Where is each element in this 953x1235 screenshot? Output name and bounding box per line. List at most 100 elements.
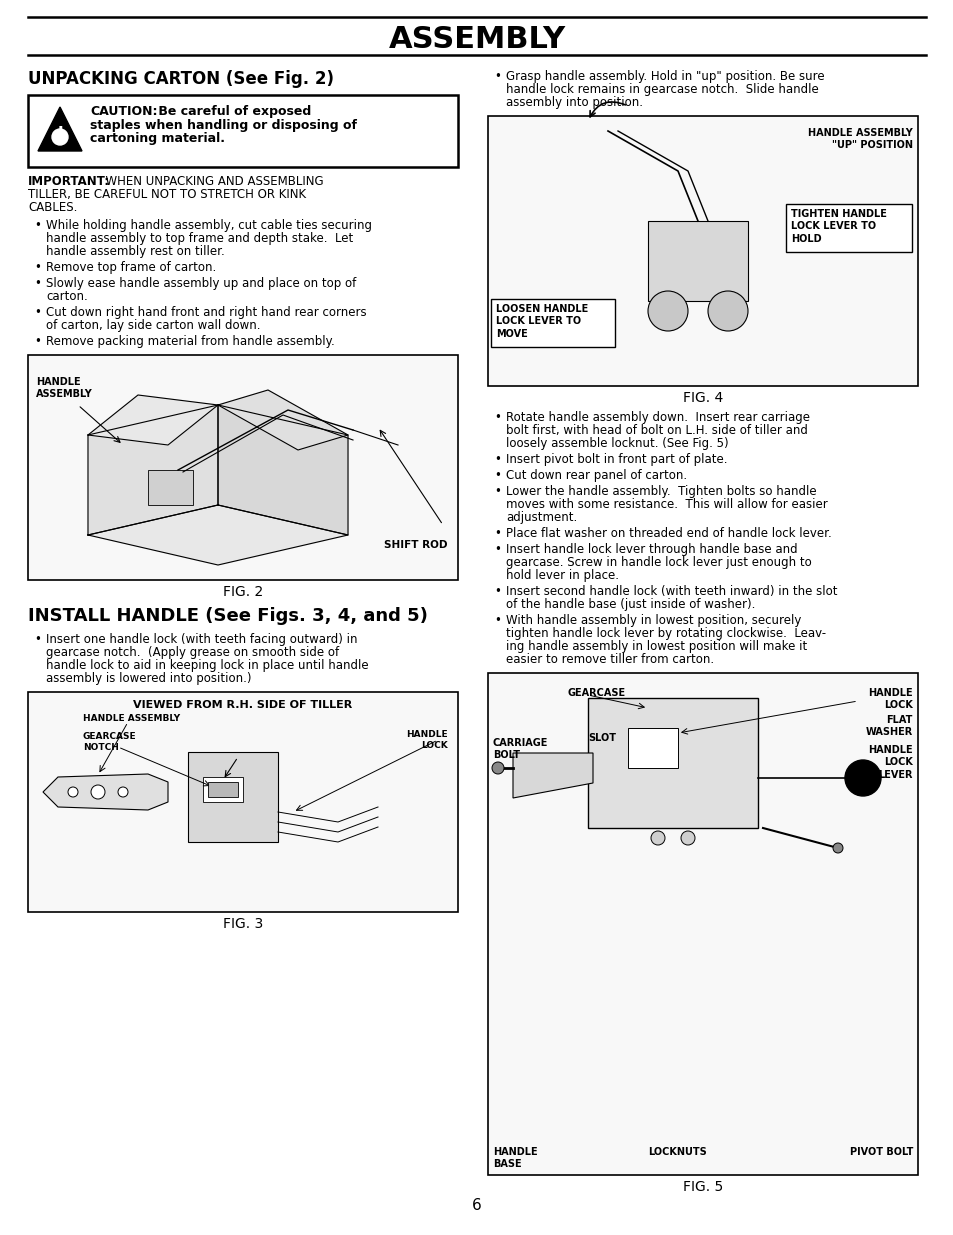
Text: •: • — [34, 261, 41, 274]
Text: Slowly ease handle assembly up and place on top of: Slowly ease handle assembly up and place… — [46, 277, 355, 290]
Text: •: • — [494, 485, 500, 498]
Polygon shape — [88, 395, 218, 445]
Polygon shape — [218, 405, 348, 535]
Circle shape — [118, 787, 128, 797]
Text: LOCKNUTS: LOCKNUTS — [647, 1147, 706, 1157]
Text: carton.: carton. — [46, 290, 88, 303]
Text: Insert second handle lock (with teeth inward) in the slot: Insert second handle lock (with teeth in… — [505, 585, 837, 598]
Text: INSTALL HANDLE (See Figs. 3, 4, and 5): INSTALL HANDLE (See Figs. 3, 4, and 5) — [28, 606, 428, 625]
Text: SLOT: SLOT — [587, 734, 616, 743]
Text: Remove top frame of carton.: Remove top frame of carton. — [46, 261, 216, 274]
Text: of the handle base (just inside of washer).: of the handle base (just inside of washe… — [505, 598, 755, 611]
FancyBboxPatch shape — [148, 471, 193, 505]
Text: HANDLE ASSEMBLY
"UP" POSITION: HANDLE ASSEMBLY "UP" POSITION — [807, 128, 912, 151]
Text: loosely assemble locknut. (See Fig. 5): loosely assemble locknut. (See Fig. 5) — [505, 437, 728, 450]
Circle shape — [680, 831, 695, 845]
Text: TILLER, BE CAREFUL NOT TO STRETCH OR KINK: TILLER, BE CAREFUL NOT TO STRETCH OR KIN… — [28, 188, 306, 201]
Text: •: • — [494, 469, 500, 482]
Text: tighten handle lock lever by rotating clockwise.  Leav-: tighten handle lock lever by rotating cl… — [505, 627, 825, 640]
Text: ing handle assembly in lowest position will make it: ing handle assembly in lowest position w… — [505, 640, 806, 653]
Text: Remove packing material from handle assembly.: Remove packing material from handle asse… — [46, 335, 335, 348]
Text: ASSEMBLY: ASSEMBLY — [388, 25, 565, 54]
Text: FIG. 2: FIG. 2 — [223, 585, 263, 599]
Text: FIG. 3: FIG. 3 — [223, 918, 263, 931]
Text: GEARCASE: GEARCASE — [567, 688, 625, 698]
Text: Insert one handle lock (with teeth facing outward) in: Insert one handle lock (with teeth facin… — [46, 634, 357, 646]
Text: Grasp handle assembly. Hold in "up" position. Be sure: Grasp handle assembly. Hold in "up" posi… — [505, 70, 823, 83]
FancyBboxPatch shape — [28, 692, 457, 911]
Polygon shape — [513, 753, 593, 798]
Text: IMPORTANT:: IMPORTANT: — [28, 175, 110, 188]
FancyBboxPatch shape — [488, 116, 917, 387]
Circle shape — [707, 291, 747, 331]
Text: •: • — [494, 411, 500, 424]
Text: gearcase. Screw in handle lock lever just enough to: gearcase. Screw in handle lock lever jus… — [505, 556, 811, 569]
Text: handle lock remains in gearcase notch.  Slide handle: handle lock remains in gearcase notch. S… — [505, 83, 818, 96]
Text: handle lock to aid in keeping lock in place until handle: handle lock to aid in keeping lock in pl… — [46, 659, 368, 672]
Text: moves with some resistance.  This will allow for easier: moves with some resistance. This will al… — [505, 498, 827, 511]
Text: CARRIAGE
BOLT: CARRIAGE BOLT — [493, 739, 548, 761]
Text: FIG. 5: FIG. 5 — [682, 1179, 722, 1194]
Circle shape — [492, 762, 503, 774]
Text: HANDLE ASSEMBLY: HANDLE ASSEMBLY — [83, 714, 180, 722]
FancyBboxPatch shape — [488, 673, 917, 1174]
Polygon shape — [188, 752, 277, 842]
FancyBboxPatch shape — [587, 698, 758, 827]
Text: 6: 6 — [472, 1198, 481, 1213]
Text: •: • — [34, 335, 41, 348]
Text: Be careful of exposed: Be careful of exposed — [153, 105, 311, 119]
Text: gearcase notch.  (Apply grease on smooth side of: gearcase notch. (Apply grease on smooth … — [46, 646, 338, 659]
Text: adjustment.: adjustment. — [505, 511, 577, 524]
FancyBboxPatch shape — [28, 95, 457, 167]
Text: UNPACKING CARTON (See Fig. 2): UNPACKING CARTON (See Fig. 2) — [28, 70, 334, 88]
Polygon shape — [43, 774, 168, 810]
Text: HANDLE
ASSEMBLY: HANDLE ASSEMBLY — [36, 377, 92, 399]
Text: CAUTION:: CAUTION: — [90, 105, 157, 119]
Text: Cut down right hand front and right hand rear corners: Cut down right hand front and right hand… — [46, 306, 366, 319]
Text: While holding handle assembly, cut cable ties securing: While holding handle assembly, cut cable… — [46, 219, 372, 232]
Text: •: • — [34, 219, 41, 232]
Text: •: • — [494, 70, 500, 83]
Text: SHIFT ROD: SHIFT ROD — [384, 540, 448, 550]
Text: Insert handle lock lever through handle base and: Insert handle lock lever through handle … — [505, 543, 797, 556]
FancyBboxPatch shape — [208, 782, 237, 797]
Text: FIG. 4: FIG. 4 — [682, 391, 722, 405]
Text: CABLES.: CABLES. — [28, 201, 77, 214]
Text: TIGHTEN HANDLE
LOCK LEVER TO
HOLD: TIGHTEN HANDLE LOCK LEVER TO HOLD — [790, 209, 886, 243]
Text: HANDLE
LOCK: HANDLE LOCK — [406, 730, 448, 750]
Circle shape — [91, 785, 105, 799]
FancyBboxPatch shape — [627, 727, 678, 768]
Text: •: • — [494, 585, 500, 598]
Circle shape — [832, 844, 842, 853]
Text: •: • — [494, 453, 500, 466]
Circle shape — [68, 787, 78, 797]
Text: HANDLE
LOCK: HANDLE LOCK — [867, 688, 912, 710]
Text: •: • — [494, 614, 500, 627]
Text: staples when handling or disposing of: staples when handling or disposing of — [90, 119, 356, 132]
Text: LOOSEN HANDLE
LOCK LEVER TO
MOVE: LOOSEN HANDLE LOCK LEVER TO MOVE — [496, 304, 588, 338]
Polygon shape — [38, 107, 82, 151]
Text: Insert pivot bolt in front part of plate.: Insert pivot bolt in front part of plate… — [505, 453, 727, 466]
Text: easier to remove tiller from carton.: easier to remove tiller from carton. — [505, 653, 714, 666]
Text: hold lever in place.: hold lever in place. — [505, 569, 618, 582]
Text: of carton, lay side carton wall down.: of carton, lay side carton wall down. — [46, 319, 260, 332]
FancyBboxPatch shape — [491, 299, 615, 347]
Text: •: • — [494, 543, 500, 556]
Text: GEARCASE
NOTCH: GEARCASE NOTCH — [83, 732, 136, 752]
Circle shape — [844, 760, 880, 797]
Text: •: • — [34, 634, 41, 646]
Text: !: ! — [56, 125, 64, 143]
Text: handle assembly rest on tiller.: handle assembly rest on tiller. — [46, 245, 225, 258]
Text: With handle assembly in lowest position, securely: With handle assembly in lowest position,… — [505, 614, 801, 627]
Text: •: • — [494, 527, 500, 540]
Text: handle assembly to top frame and depth stake.  Let: handle assembly to top frame and depth s… — [46, 232, 353, 245]
Circle shape — [647, 291, 687, 331]
Text: FLAT
WASHER: FLAT WASHER — [864, 715, 912, 737]
Text: assembly is lowered into position.): assembly is lowered into position.) — [46, 672, 252, 685]
Circle shape — [650, 831, 664, 845]
Text: bolt first, with head of bolt on L.H. side of tiller and: bolt first, with head of bolt on L.H. si… — [505, 424, 807, 437]
Polygon shape — [218, 390, 348, 450]
FancyBboxPatch shape — [647, 221, 747, 301]
Text: cartoning material.: cartoning material. — [90, 132, 225, 144]
Text: Lower the handle assembly.  Tighten bolts so handle: Lower the handle assembly. Tighten bolts… — [505, 485, 816, 498]
